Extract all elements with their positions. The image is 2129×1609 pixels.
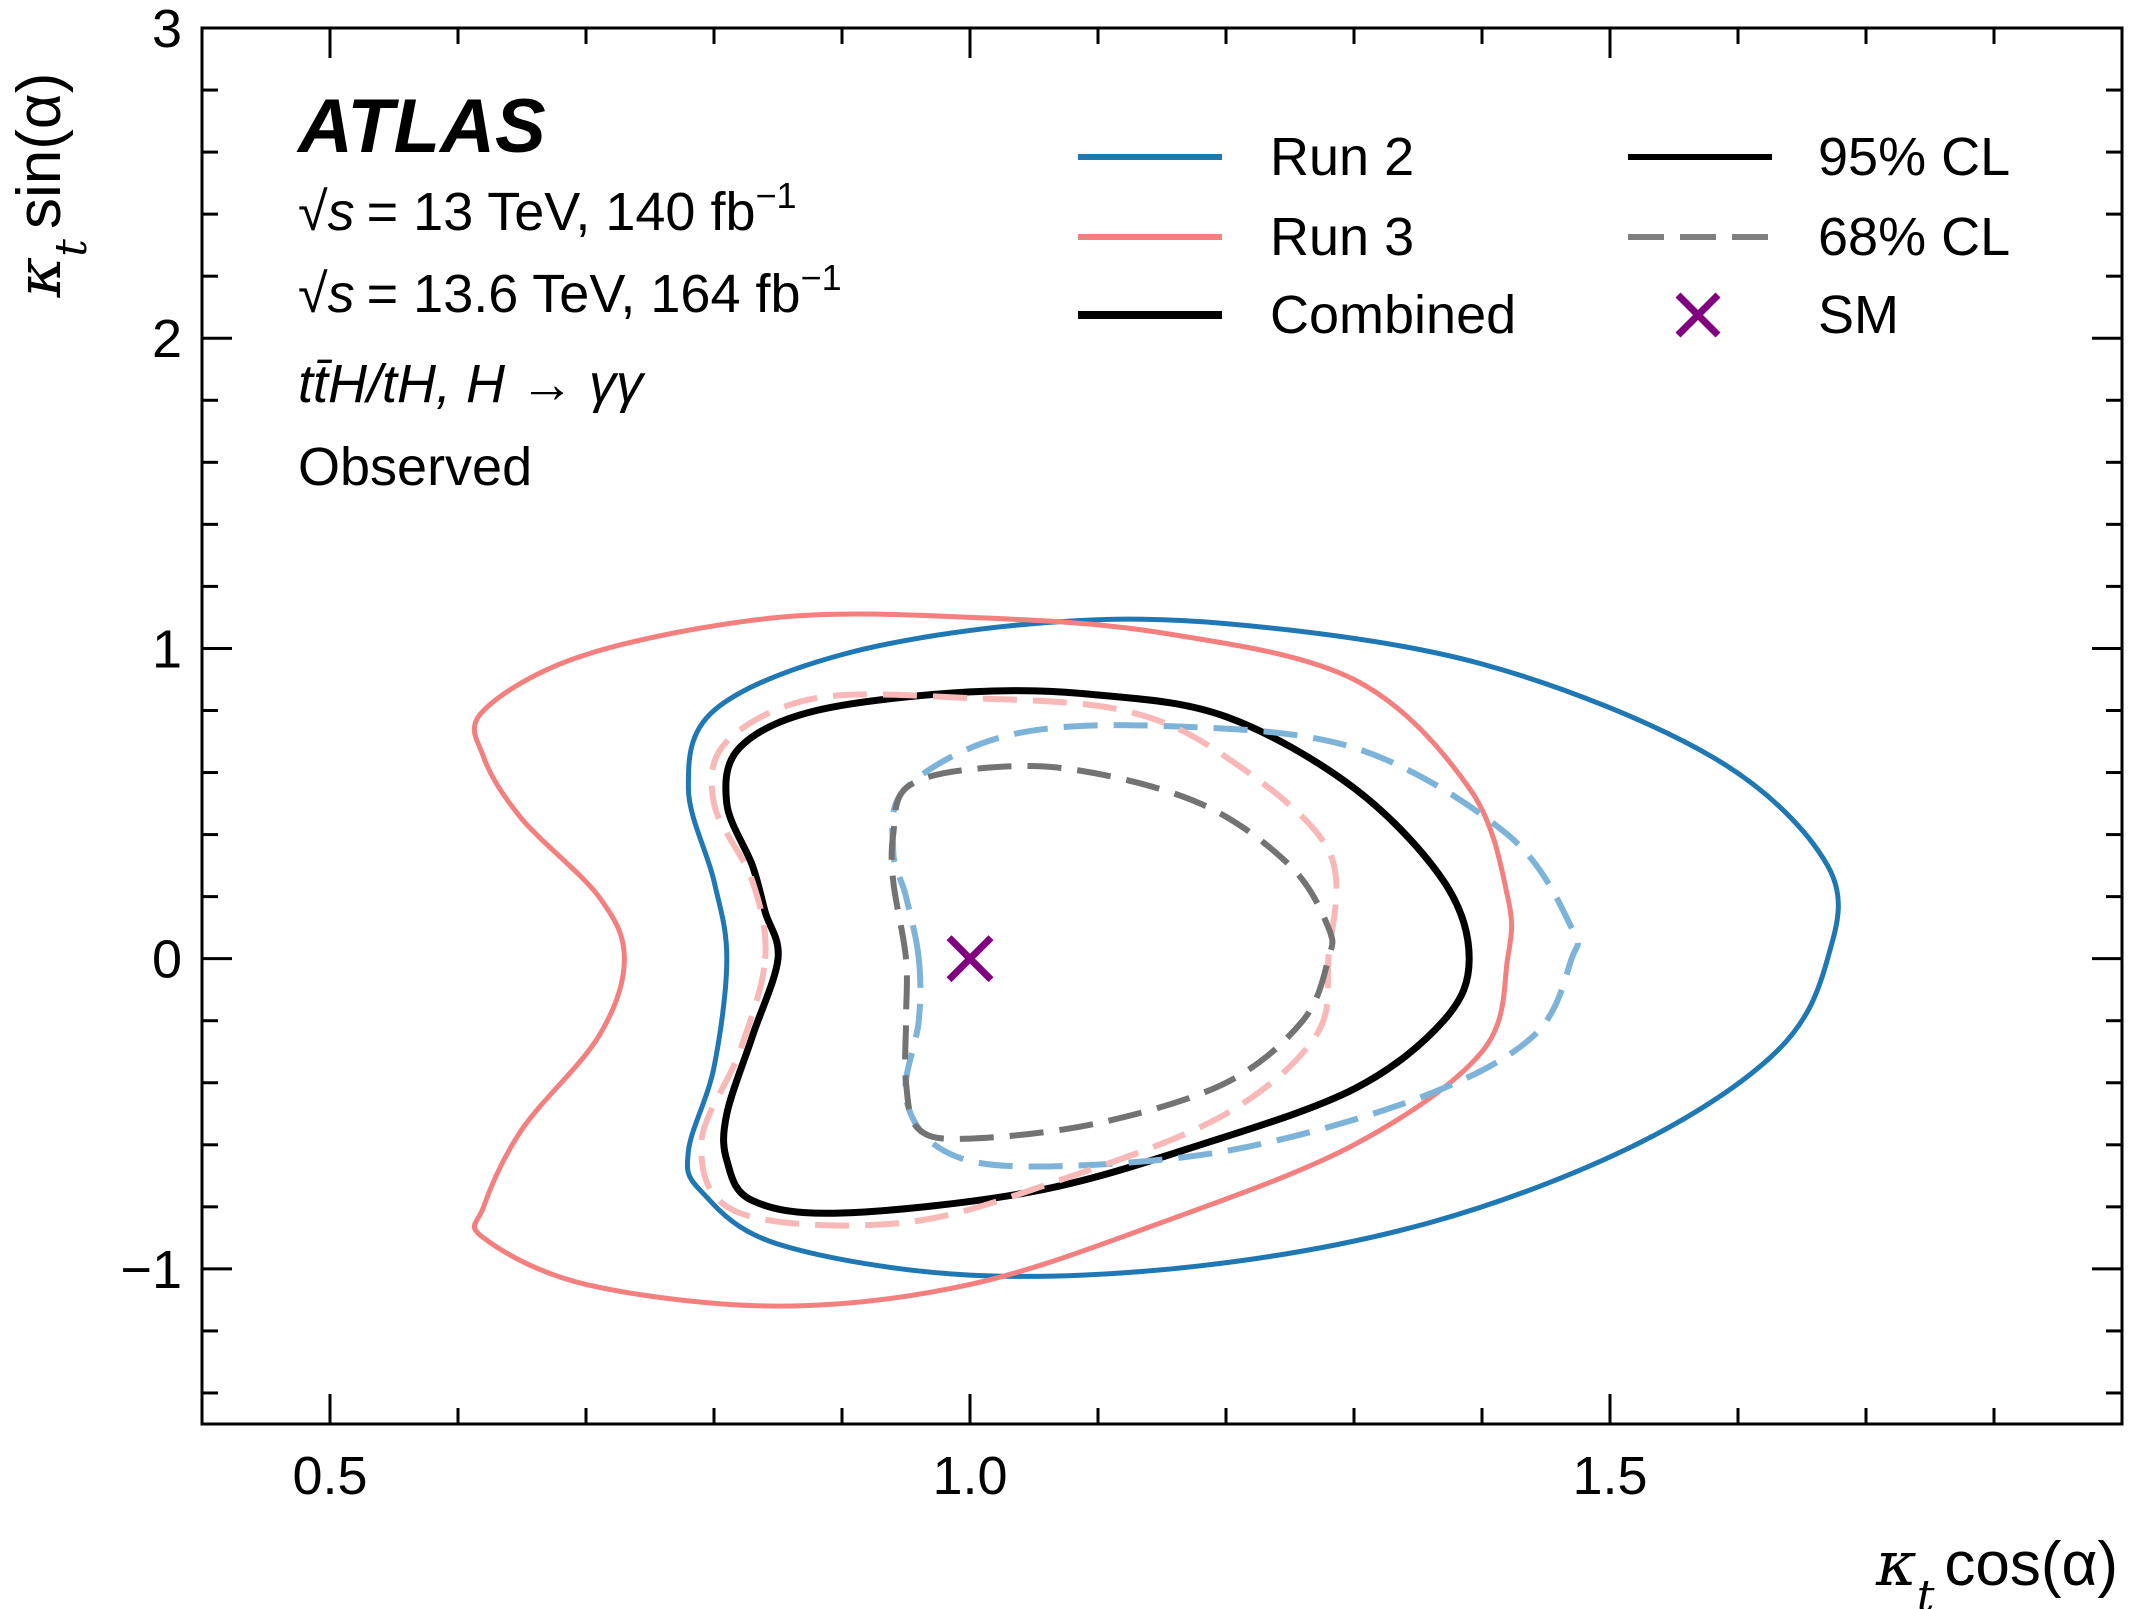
sqrt-s-1: √s [298, 182, 355, 242]
contour-combined-95-cl [720, 687, 1473, 1217]
plot-frame [200, 26, 2124, 1426]
contour-layer [471, 611, 1841, 1309]
y-axis-label-func: sin(α) [5, 73, 74, 229]
energy-line-1-text: = 13 TeV, 140 fb [367, 182, 756, 242]
energy-line-2-text: = 13.6 TeV, 164 fb [367, 264, 801, 324]
process-label: tt̄H/tH, H → γγ [298, 354, 646, 414]
y-tick-label: −1 [120, 1240, 182, 1300]
y-tick-label: 3 [152, 0, 182, 59]
contour-run-3-95-cl [471, 611, 1515, 1309]
contour-combined-68-cl [888, 763, 1336, 1142]
sqrt-s-2: √s [298, 264, 355, 324]
energy-line-2: √s = 13.6 TeV, 164 fb−1 [298, 257, 842, 324]
y-axis-label: κt sin(α) [2, 73, 97, 299]
sm-marker-stroke-2 [946, 935, 994, 983]
status-label: Observed [298, 437, 532, 497]
x-axis-label-sub: t [1917, 1571, 1935, 1609]
x-axis-label: κt cos(α) [1875, 1527, 2118, 1609]
x-axis-label-func: cos(α) [1944, 1530, 2118, 1599]
energy-line-1-exp: −1 [756, 175, 797, 216]
x-tick-label: 1.5 [1572, 1446, 1647, 1506]
contour-run-2-95-cl [684, 616, 1841, 1279]
axis-ticks [200, 26, 2124, 1424]
legend-swatch-sm [1675, 292, 1721, 338]
energy-line-1: √s = 13 TeV, 140 fb−1 [298, 175, 797, 242]
energy-line-2-exp: −1 [801, 257, 842, 298]
legend-label-run2: Run 2 [1270, 127, 1414, 187]
contour-run-2-68-cl [889, 722, 1582, 1170]
x-tick-label: 0.5 [292, 1446, 367, 1506]
y-tick-label: 0 [152, 930, 182, 990]
y-axis-label-sub: t [46, 239, 97, 257]
legend-label-sm: SM [1818, 285, 1899, 345]
y-axis-label-var: κ [2, 257, 75, 299]
legend-label-95cl: 95% CL [1818, 127, 2010, 187]
legend: Run 2 Run 3 Combined 95% CL 68% CL SM [1078, 127, 2010, 345]
y-tick-label: 1 [152, 619, 182, 679]
y-tick-label: 2 [152, 309, 182, 369]
tick-labels: 0.5 1.0 1.5 −1 0 1 2 3 [120, 0, 1647, 1506]
legend-label-68cl: 68% CL [1818, 207, 2010, 267]
x-tick-label: 1.0 [932, 1446, 1007, 1506]
atlas-label: ATLAS [296, 84, 546, 169]
legend-label-run3: Run 3 [1270, 207, 1414, 267]
x-axis-label-var: κ [1875, 1527, 1917, 1600]
sm-marker [946, 935, 994, 983]
legend-label-combined: Combined [1270, 285, 1516, 345]
